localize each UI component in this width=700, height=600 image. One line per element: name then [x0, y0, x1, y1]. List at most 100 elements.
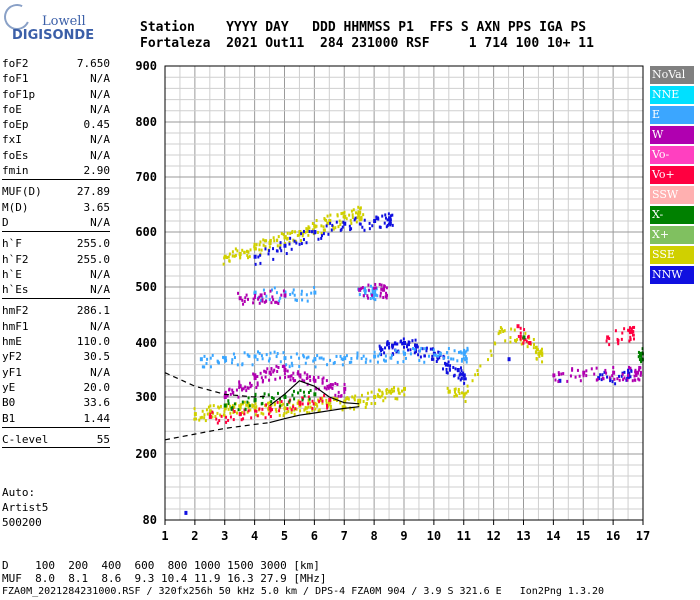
echo-point [307, 355, 310, 359]
echo-point [266, 367, 269, 371]
echo-point [519, 337, 522, 341]
echo-point [450, 357, 453, 361]
echo-point [345, 397, 348, 401]
param-value: 20.0 [83, 380, 111, 394]
param-value: 30.5 [83, 350, 111, 364]
echo-point [628, 328, 631, 332]
echo-point [503, 329, 506, 333]
echo-point [366, 294, 369, 298]
param-value: 7.650 [76, 57, 110, 70]
echo-point [287, 410, 290, 414]
echo-point [462, 373, 466, 378]
echo-point [193, 407, 196, 411]
echo-point [272, 247, 275, 251]
echo-point [463, 348, 466, 352]
echo-point [263, 300, 266, 304]
echo-point [371, 293, 374, 297]
param-separator [2, 231, 110, 236]
echo-point [303, 394, 306, 398]
echo-point [240, 418, 243, 422]
echo-point [306, 227, 309, 231]
echo-point [617, 374, 620, 378]
echo-point [283, 293, 287, 298]
param-value: N/A [90, 283, 110, 297]
echo-point [446, 351, 449, 355]
echo-point [199, 416, 202, 420]
echo-point [362, 354, 365, 358]
echo-point [391, 390, 394, 394]
echo-point [288, 242, 291, 246]
echo-point [417, 353, 420, 357]
echo-point [339, 354, 342, 358]
echo-point [323, 394, 326, 398]
param-row-fxi: fxI N/A [2, 132, 110, 147]
echo-point [464, 400, 467, 404]
echo-point [222, 355, 225, 359]
echo-point [367, 296, 370, 300]
echo-point [571, 367, 574, 371]
echo-point [515, 339, 518, 343]
param-row-foep: foEp 0.45 [2, 117, 110, 132]
param-label: B1 [2, 411, 16, 425]
echo-point [246, 403, 249, 407]
param-row-foe: foE N/A [2, 102, 110, 117]
echo-point [341, 408, 344, 412]
param-label: yF1 [2, 365, 22, 379]
echo-point [335, 220, 338, 224]
x-tick-label: 14 [546, 529, 560, 543]
echo-point [227, 407, 230, 411]
echo-point [402, 360, 405, 364]
echo-point [366, 397, 369, 401]
echo-point [361, 286, 364, 290]
echo-point [630, 329, 634, 334]
echo-point [263, 369, 266, 373]
legend-item-noval: NoVal [650, 66, 694, 84]
header-columns: Station YYYY DAY DDD HHMMSS P1 FFS S AXN… [140, 20, 587, 35]
echo-point [298, 364, 301, 368]
echo-point [219, 404, 222, 408]
echo-point [242, 302, 245, 306]
echo-point [219, 413, 222, 417]
param-label: hmE [2, 335, 22, 349]
echo-point [386, 218, 389, 222]
echo-point [576, 368, 579, 372]
echo-point [629, 335, 632, 339]
echo-point [224, 390, 227, 394]
echo-point [290, 361, 293, 365]
echo-point [616, 377, 619, 381]
echo-point [351, 213, 354, 217]
echo-point [540, 349, 543, 353]
echo-point [305, 293, 308, 297]
echo-point [286, 369, 289, 373]
echo-point [279, 296, 282, 300]
echo-point [308, 226, 311, 230]
echo-point [329, 404, 332, 408]
echo-point [437, 354, 440, 358]
echo-point [541, 360, 544, 364]
echo-point [280, 403, 283, 407]
echo-point [464, 358, 467, 362]
echo-point [489, 349, 492, 353]
echo-point [286, 231, 289, 235]
echo-point [238, 296, 242, 301]
echo-point [291, 291, 294, 295]
echo-point [373, 354, 377, 359]
param-value: 1.44 [83, 411, 111, 425]
echo-point [293, 408, 296, 412]
echo-point [523, 338, 526, 342]
echo-point [293, 412, 296, 416]
echo-point [217, 361, 220, 365]
param-value: 286.1 [76, 304, 110, 318]
echo-point [628, 331, 631, 335]
logo-digisonde: DIGISONDE [12, 28, 95, 43]
echo-point [558, 378, 562, 383]
echo-point [233, 405, 236, 409]
echo-point [557, 380, 560, 384]
echo-point [327, 232, 330, 236]
echo-point [377, 354, 380, 358]
echo-point [322, 225, 325, 229]
echo-point [394, 341, 397, 345]
y-tick-label: 700 [135, 170, 157, 184]
echo-point [251, 363, 254, 367]
echo-point [322, 232, 325, 236]
